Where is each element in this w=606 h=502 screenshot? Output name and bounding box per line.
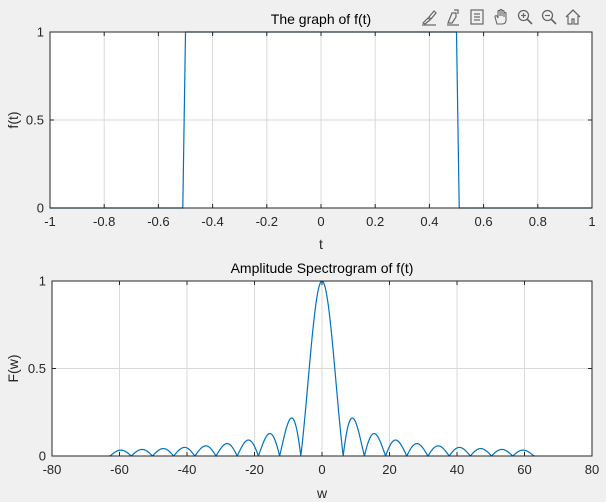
- figure-toolbar: [418, 6, 584, 28]
- x-tick-label: 0: [318, 462, 325, 477]
- x-tick-label: 60: [517, 462, 531, 477]
- x-tick-label: 0.4: [420, 214, 438, 229]
- x-axis-label: w: [316, 485, 328, 501]
- x-tick-label: 0.8: [529, 214, 547, 229]
- y-tick-label: 1: [39, 274, 46, 289]
- y-tick-label: 0: [39, 449, 46, 464]
- x-axis-label: t: [319, 236, 323, 252]
- y-axis-label: F(w): [5, 355, 21, 383]
- x-tick-label: -0.2: [256, 214, 278, 229]
- zoom-in-icon[interactable]: [514, 6, 536, 28]
- zoom-out-icon[interactable]: [538, 6, 560, 28]
- x-tick-label: -0.6: [147, 214, 169, 229]
- x-tick-label: -80: [43, 462, 62, 477]
- chart-title: Amplitude Spectrogram of f(t): [231, 260, 414, 276]
- x-tick-label: 0: [317, 214, 324, 229]
- x-tick-label: -60: [110, 462, 129, 477]
- x-tick-label: 20: [382, 462, 396, 477]
- home-icon[interactable]: [562, 6, 584, 28]
- brush-icon[interactable]: [418, 6, 440, 28]
- x-tick-label: -1: [44, 214, 56, 229]
- x-tick-label: 40: [450, 462, 464, 477]
- y-tick-label: 0.5: [28, 361, 46, 376]
- x-tick-label: 1: [588, 214, 595, 229]
- axes-2: -80 -60 -40 -20 0 20 40 60 80 0 0.5 1 Amplitude Spec…: [5, 260, 599, 501]
- x-tick-label: -20: [245, 462, 264, 477]
- x-tick-label: -0.8: [93, 214, 115, 229]
- y-tick-label: 0: [37, 201, 44, 216]
- x-tick-label: -40: [178, 462, 197, 477]
- y-tick-label: 1: [37, 25, 44, 40]
- legend-icon[interactable]: [466, 6, 488, 28]
- y-axis-label: f(t): [5, 111, 21, 128]
- data-tips-icon[interactable]: [442, 6, 464, 28]
- axes-1: -1 -0.8 -0.6 -0.4 -0.2 0 0.2 0.4 0.6 0.8 1 0 0.5 1 The…: [5, 11, 596, 252]
- y-tick-label: 0.5: [26, 113, 44, 128]
- x-tick-label: 0.6: [475, 214, 493, 229]
- pan-icon[interactable]: [490, 6, 512, 28]
- chart-title: The graph of f(t): [271, 11, 371, 27]
- x-tick-label: 80: [585, 462, 599, 477]
- x-tick-label: 0.2: [366, 214, 384, 229]
- x-tick-label: -0.4: [201, 214, 223, 229]
